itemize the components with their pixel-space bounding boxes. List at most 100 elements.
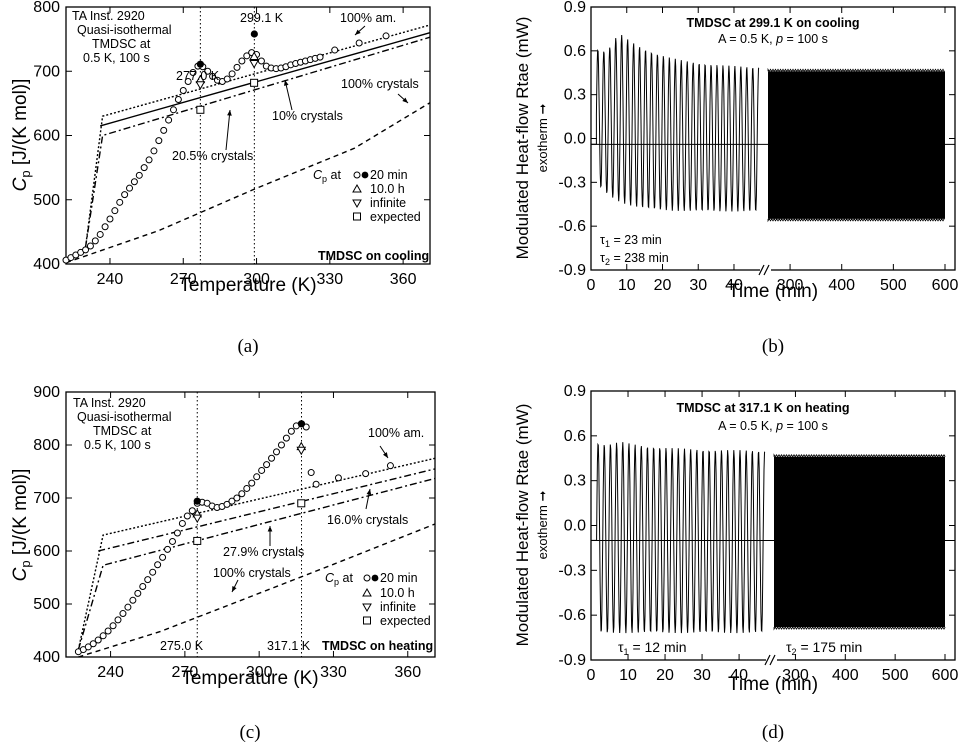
panel-title: TMDSC at 299.1 K on cooling bbox=[687, 16, 860, 30]
data-point-circle bbox=[150, 147, 158, 155]
panel-c: 240 270 300 330 360 400 500 600 700 800 900 TA Ins… bbox=[10, 384, 436, 743]
amorphous-label: 100% am. bbox=[368, 426, 424, 440]
y-axis-title: Modulated Heat-flow Rtae (mW) bbox=[513, 404, 532, 647]
data-point-circle bbox=[355, 39, 363, 47]
y-tick-label: -0.6 bbox=[558, 218, 586, 235]
instrument-note-line-4: 0.5 K, 100 s bbox=[84, 438, 151, 452]
y-tick-label: 0.9 bbox=[564, 0, 586, 16]
panel-subtitle: A = 0.5 K, p = 100 s bbox=[718, 32, 828, 46]
y-tick-label: 500 bbox=[33, 192, 60, 209]
plot-marks bbox=[74, 392, 436, 658]
x-tick-label: 20 bbox=[654, 277, 672, 294]
series-line-27-9-crystals bbox=[77, 477, 436, 650]
data-point-circle bbox=[160, 126, 168, 134]
y-tick-label: 700 bbox=[33, 63, 60, 80]
legend-symbol-filled-circle bbox=[371, 574, 379, 582]
x-tick-label: 300 bbox=[243, 271, 270, 288]
y-tick-label: 800 bbox=[33, 0, 60, 16]
data-point-circle bbox=[173, 529, 181, 537]
heat-flow-trace-dense-bottom bbox=[773, 626, 946, 631]
x-axis-title: Temperature (K) bbox=[179, 275, 316, 296]
data-point-triangle-down bbox=[296, 446, 307, 456]
legend-cp-label: Cp at bbox=[313, 168, 341, 184]
crystals-b-arrow-head bbox=[267, 526, 273, 532]
y-tick-label: 400 bbox=[33, 649, 60, 666]
y-tick-label: 0.3 bbox=[564, 473, 586, 490]
data-point-circle bbox=[155, 137, 163, 145]
crystals-b-arrow bbox=[225, 109, 231, 151]
data-point-circle bbox=[159, 553, 167, 561]
data-point-circle bbox=[101, 223, 109, 231]
y-tick-label: 500 bbox=[33, 596, 60, 613]
data-point-circle bbox=[282, 434, 290, 442]
data-point-circle bbox=[228, 70, 236, 78]
crystals-a-arrow-head bbox=[283, 80, 289, 86]
data-point-circle bbox=[268, 454, 276, 462]
crystals-b-arrow-head bbox=[227, 110, 232, 116]
data-point-circle bbox=[253, 473, 261, 481]
axis-ticks: 0 10 20 30 40 300 400 500 600 -0.9 -0.6 -0.3 0.0 0.3 0… bbox=[558, 0, 958, 294]
x-tick-label: 270 bbox=[172, 664, 199, 681]
data-point-circle bbox=[94, 636, 102, 644]
data-point-circle bbox=[121, 191, 129, 199]
data-point-circle bbox=[84, 643, 92, 651]
instrument-note-line-3: TMDSC at bbox=[93, 424, 152, 438]
data-point-circle bbox=[114, 616, 122, 624]
data-point-circle bbox=[130, 178, 138, 186]
data-point-triangle-down bbox=[249, 60, 259, 69]
data-point-circle bbox=[243, 52, 251, 60]
x-tick-label: 20 bbox=[656, 667, 674, 684]
x-tick-label: 0 bbox=[587, 667, 596, 684]
legend-symbol-triangle bbox=[362, 587, 372, 597]
axis-break-mark bbox=[764, 654, 771, 666]
x-tick-label: 330 bbox=[316, 271, 343, 288]
series-line-100-am bbox=[84, 24, 431, 248]
axis-break-gap bbox=[760, 264, 771, 276]
data-point-triangle bbox=[249, 51, 259, 60]
series-line-20-5-crystals bbox=[84, 36, 431, 248]
axis-break-mark bbox=[763, 264, 770, 276]
data-point-square bbox=[297, 499, 306, 508]
data-point-circle bbox=[165, 116, 173, 124]
axis-ticks: 240 270 300 330 360 400 500 600 700 800 900 bbox=[33, 384, 435, 681]
y-tick-label: 0.0 bbox=[564, 518, 586, 535]
y-tick-label: 600 bbox=[33, 128, 60, 145]
heat-flow-trace-initial bbox=[591, 34, 760, 212]
series-line-16-0-crystals bbox=[98, 468, 436, 552]
x-tick-label: 300 bbox=[246, 664, 273, 681]
y-tick-label: 600 bbox=[33, 543, 60, 560]
data-point-circle bbox=[149, 568, 157, 576]
x-tick-label: 40 bbox=[725, 277, 743, 294]
data-point-circle bbox=[243, 484, 251, 492]
data-point-circle bbox=[263, 461, 271, 469]
instrument-note-line-1: TA Inst. 2920 bbox=[72, 9, 145, 23]
tau1-label: τ1 = 12 min bbox=[618, 639, 687, 657]
data-point-circle bbox=[184, 78, 192, 86]
x-tick-label: 300 bbox=[782, 667, 809, 684]
data-point-circle bbox=[189, 69, 197, 77]
mode-label: TMDSC on heating bbox=[322, 639, 433, 653]
vline-label-low: 275.0 K bbox=[160, 639, 204, 653]
panel-caption: (d) bbox=[762, 722, 784, 742]
plot-marks bbox=[591, 34, 955, 223]
tau2-label: τ2 = 238 min bbox=[600, 251, 669, 267]
data-point-circle bbox=[188, 507, 196, 515]
panel-b: 0 10 20 30 40 300 400 500 600 -0.9 -0.6 -0.3 0.0 0.3 0… bbox=[513, 0, 958, 357]
heat-flow-trace-dense bbox=[768, 71, 945, 219]
x-axis-title: Temperature (K) bbox=[181, 668, 318, 689]
legend-label-infinite: infinite bbox=[370, 196, 406, 210]
legend-label-10h: 10.0 h bbox=[380, 586, 415, 600]
axis-break-mark bbox=[758, 264, 765, 276]
legend-label-infinite: infinite bbox=[380, 600, 416, 614]
crystals-100-label: 100% crystals bbox=[213, 566, 291, 580]
amorphous-arrow-head bbox=[355, 29, 361, 35]
data-point-circle bbox=[312, 480, 320, 488]
data-point-circle bbox=[168, 537, 176, 545]
data-point-circle bbox=[258, 466, 266, 474]
panel-d: 0 10 20 30 40 300 400 500 600 -0.9 -0.6 -0.3 0.0 0.3 0… bbox=[513, 383, 958, 743]
x-tick-label: 10 bbox=[619, 667, 637, 684]
panel-a: 240 270 300 330 360 400 500 600 700 800 TA Inst. … bbox=[10, 0, 431, 357]
y-axis-title: Cp [J/(K mol)] bbox=[10, 469, 33, 582]
x-tick-label: 360 bbox=[394, 664, 421, 681]
